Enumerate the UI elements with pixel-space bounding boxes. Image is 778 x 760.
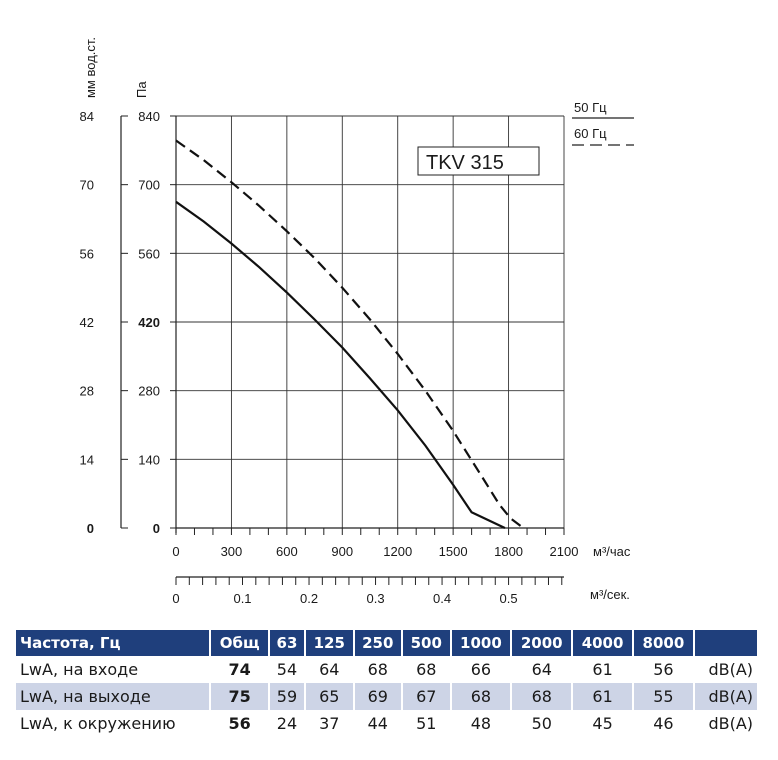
x-top-tick-label: 1500 xyxy=(439,544,468,559)
x-top-unit-label: м³/час xyxy=(593,544,631,559)
row-value: 65 xyxy=(306,683,353,710)
noise-table-header: Частота, Гц Общ 63 125 250 500 1000 2000 4000 800… xyxy=(16,630,757,656)
y-outer-tick-label: 0 xyxy=(87,521,94,536)
header-cell: Общ xyxy=(211,630,268,656)
x-top-tick-label: 1800 xyxy=(494,544,523,559)
row-label: LwA, на входе xyxy=(20,660,139,679)
x-bottom-unit-label: м³/сек. xyxy=(590,587,630,602)
x-top-tick-label: 900 xyxy=(331,544,353,559)
row-value: 56 xyxy=(653,660,674,679)
row-value: 24 xyxy=(276,714,298,733)
row-total: 75 xyxy=(211,683,268,710)
legend-label-50hz: 50 Гц xyxy=(574,100,607,115)
y-tick-label: 140 xyxy=(138,452,160,467)
row-value: 45 xyxy=(592,714,613,733)
y-tick-label: 280 xyxy=(138,384,160,399)
table-row: LwA, на входе 74 54 64 68 68 66 64 61 56 dB(A) xyxy=(16,656,757,683)
y-outer-tick-label: 28 xyxy=(80,384,94,399)
row-unit: dB(A) xyxy=(708,660,753,679)
x-bottom-tick-label: 0 xyxy=(172,591,179,606)
x-bottom-tick-label: 0.4 xyxy=(433,591,451,606)
curve-50hz xyxy=(175,200,506,529)
row-value: 67 xyxy=(403,683,450,710)
row-label: LwA, к окружению xyxy=(20,714,176,733)
y-inner-unit-label: Па xyxy=(134,81,149,98)
row-value: 64 xyxy=(531,660,552,679)
row-value: 68 xyxy=(512,683,572,710)
x-bottom-tick-label: 0.3 xyxy=(367,591,385,606)
y-outer-tick-label: 84 xyxy=(80,109,94,124)
row-value: 61 xyxy=(592,660,613,679)
row-value: 50 xyxy=(531,714,552,733)
row-value: 59 xyxy=(269,683,305,710)
title-box: TKV 315 xyxy=(417,146,540,176)
row-value: 68 xyxy=(367,660,388,679)
table-row: LwA, на выходе 75 59 65 69 67 68 68 61 55 dB(A) xyxy=(16,683,757,710)
y-outer-tick-label: 42 xyxy=(80,315,94,330)
y-outer-tick-label: 14 xyxy=(80,452,94,467)
header-blank xyxy=(694,630,757,656)
row-value: 64 xyxy=(319,660,340,679)
x-top-tick-label: 600 xyxy=(276,544,298,559)
row-value: 37 xyxy=(319,714,340,733)
row-value: 68 xyxy=(416,660,437,679)
row-value: 69 xyxy=(354,683,402,710)
row-label: LwA, на выходе xyxy=(16,683,210,710)
x-bottom-tick-label: 0.2 xyxy=(300,591,318,606)
header-cell: 1000 xyxy=(451,630,511,656)
header-cell: 4000 xyxy=(573,630,632,656)
y-tick-label: 420 xyxy=(138,315,160,330)
header-cell: 250 xyxy=(354,630,402,656)
row-value: 68 xyxy=(451,683,511,710)
legend: 50 Гц 60 Гц xyxy=(572,100,634,146)
x-top-tick-label: 0 xyxy=(172,544,179,559)
header-frequency: Частота, Гц xyxy=(16,630,210,656)
chart-curves xyxy=(175,139,525,529)
x-top-tick-label: 2100 xyxy=(550,544,579,559)
y-outer-tick-label: 56 xyxy=(80,246,94,261)
row-value: 54 xyxy=(276,660,298,679)
chart-grid xyxy=(176,115,565,528)
row-value: 61 xyxy=(573,683,632,710)
row-value: 66 xyxy=(470,660,492,679)
table-row: LwA, к окружению 56 24 37 44 51 48 50 45 46 dB(A) xyxy=(16,710,757,737)
header-cell: 8000 xyxy=(633,630,693,656)
y-outer-tick-label: 70 xyxy=(80,178,94,193)
header-cell: 63 xyxy=(269,630,305,656)
y-tick-label: 700 xyxy=(138,178,160,193)
row-value: 55 xyxy=(633,683,693,710)
legend-label-60hz: 60 Гц xyxy=(574,126,607,141)
noise-table: Частота, Гц Общ 63 125 250 500 1000 2000 4000 800… xyxy=(14,630,759,737)
header-cell: 125 xyxy=(306,630,353,656)
x-bottom-tick-label: 0.5 xyxy=(500,591,518,606)
y-tick-label: 840 xyxy=(138,109,160,124)
row-unit: dB(A) xyxy=(694,683,757,710)
header-cell: 500 xyxy=(403,630,450,656)
row-total: 74 xyxy=(228,660,251,679)
row-value: 48 xyxy=(470,714,492,733)
x-bottom-tick-label: 0.1 xyxy=(233,591,251,606)
row-value: 46 xyxy=(653,714,674,733)
y-tick-label: 0 xyxy=(153,521,160,536)
y-tick-label: 560 xyxy=(138,246,160,261)
x-top-tick-label: 1200 xyxy=(383,544,412,559)
y-outer-unit-label: мм вод.ст. xyxy=(83,37,98,98)
row-value: 51 xyxy=(416,714,437,733)
header-cell: 2000 xyxy=(512,630,572,656)
row-unit: dB(A) xyxy=(708,714,753,733)
x-top-tick-label: 300 xyxy=(221,544,243,559)
row-total: 56 xyxy=(228,714,251,733)
chart-title: TKV 315 xyxy=(426,152,504,174)
curve-60hz xyxy=(175,139,525,529)
row-value: 44 xyxy=(367,714,388,733)
